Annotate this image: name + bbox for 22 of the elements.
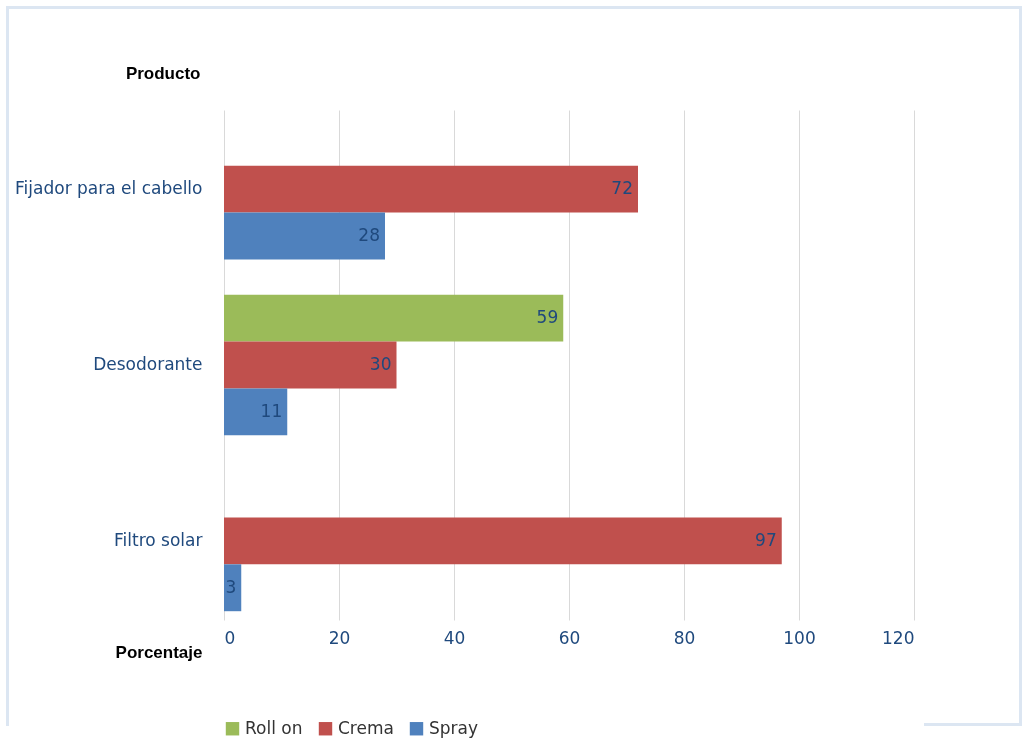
legend-label: Crema <box>338 717 394 738</box>
data-label: 11 <box>260 400 283 421</box>
y-tick-label: Fijador para el cabello <box>15 178 203 199</box>
x-tick-label: 80 <box>673 627 696 648</box>
legend-label: Spray <box>429 717 479 738</box>
x-tick-label: 0 <box>224 627 236 648</box>
x-tick-label: 20 <box>328 627 351 648</box>
y-tick-label: Desodorante <box>93 354 203 374</box>
x-tick-label: 60 <box>558 627 581 648</box>
data-label: 30 <box>369 354 392 374</box>
y-axis-title: Producto <box>125 63 201 83</box>
x-tick-label: 40 <box>443 627 466 648</box>
data-label: 72 <box>611 178 633 199</box>
y-tick-label: Filtro solar <box>114 529 203 550</box>
data-label: 97 <box>755 529 777 550</box>
x-tick-label: 100 <box>783 627 816 648</box>
x-tick-label: 120 <box>882 627 915 648</box>
data-label: 3 <box>225 576 237 597</box>
x-axis-title: Porcentaje <box>115 642 203 662</box>
data-label: 59 <box>536 307 559 328</box>
data-label: 28 <box>358 225 380 246</box>
legend-label: Roll on <box>245 717 303 738</box>
